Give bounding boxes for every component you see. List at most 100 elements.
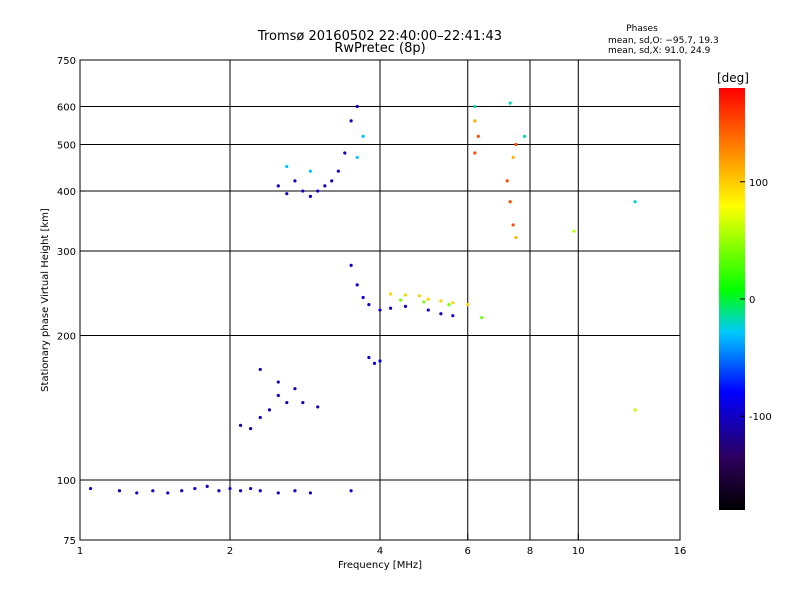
data-point — [403, 293, 408, 297]
data-point — [285, 192, 289, 196]
data-point — [466, 302, 470, 307]
data-point — [308, 169, 313, 173]
colorbar-ticks: 100 0 -100 — [740, 178, 772, 423]
stats-heading: Phases — [626, 24, 658, 34]
data-point — [238, 423, 243, 427]
data-point — [422, 300, 426, 304]
colorbar-tick-label: 0 — [749, 295, 755, 306]
axes: 1 2 4 6 8 10 16 75 100 200 300 400 500 600 750 — [57, 56, 686, 557]
scatter-points — [88, 101, 637, 495]
data-point — [301, 189, 305, 193]
data-point — [276, 380, 280, 384]
data-point — [258, 415, 262, 420]
data-point — [361, 295, 365, 300]
data-point — [117, 489, 122, 493]
data-point — [355, 155, 359, 160]
y-tick-label: 750 — [57, 56, 76, 67]
y-tick-label: 500 — [57, 141, 76, 152]
data-point — [193, 486, 197, 491]
x-tick-label: 6 — [465, 546, 471, 557]
data-point — [330, 179, 334, 183]
data-point — [417, 294, 422, 298]
data-point — [514, 142, 518, 147]
data-point — [480, 315, 484, 320]
data-point — [388, 292, 393, 296]
data-point — [399, 298, 403, 302]
data-point — [308, 491, 313, 495]
data-point — [473, 104, 477, 109]
data-point — [217, 489, 221, 493]
data-point — [316, 189, 320, 193]
x-tick-label: 10 — [572, 546, 585, 557]
data-point — [88, 486, 93, 491]
data-point — [267, 408, 272, 412]
data-point — [372, 361, 377, 365]
data-point — [293, 387, 297, 391]
data-point — [323, 184, 327, 188]
data-point — [511, 155, 515, 160]
x-tick-label: 2 — [227, 546, 233, 557]
data-point — [349, 263, 353, 267]
data-point — [572, 229, 576, 233]
data-point — [293, 489, 297, 493]
colorbar-tick-label: -100 — [749, 412, 772, 423]
x-axis-label: Frequency [MHz] — [338, 560, 422, 571]
data-point — [308, 194, 313, 198]
data-point — [367, 302, 371, 307]
data-point — [276, 393, 280, 398]
data-point — [293, 179, 297, 183]
data-point — [258, 489, 262, 493]
data-point — [276, 184, 280, 188]
data-point — [508, 200, 512, 204]
y-axis-label: Stationary phase Virtual Height [km] — [40, 208, 51, 392]
data-point — [633, 200, 637, 204]
data-point — [451, 301, 455, 305]
data-point — [355, 104, 359, 109]
data-point — [439, 299, 443, 303]
data-point — [426, 308, 430, 312]
data-point — [349, 119, 353, 123]
x-tick-label: 4 — [377, 546, 383, 557]
y-tick-label: 75 — [63, 536, 76, 547]
data-point — [285, 400, 289, 405]
data-point — [228, 486, 232, 491]
data-point — [367, 355, 371, 360]
data-point — [135, 491, 139, 495]
data-point — [258, 367, 262, 372]
y-tick-label: 200 — [57, 332, 76, 343]
grid-lines — [80, 60, 680, 540]
data-point — [301, 400, 305, 405]
data-point — [439, 312, 443, 316]
y-tick-label: 400 — [57, 187, 76, 198]
data-point — [403, 304, 408, 309]
data-point — [476, 134, 480, 138]
data-point — [378, 308, 382, 312]
data-point — [336, 169, 340, 173]
data-point — [473, 119, 477, 123]
data-point — [514, 235, 518, 240]
data-point — [285, 164, 289, 169]
x-tick-label: 1 — [77, 546, 83, 557]
data-point — [508, 101, 512, 105]
y-tick-label: 300 — [57, 247, 76, 258]
data-point — [249, 426, 253, 431]
y-tick-label: 600 — [57, 103, 76, 114]
stats-x-mode: mean, sd,X: 91.0, 24.9 — [608, 46, 711, 56]
data-point — [180, 489, 184, 493]
data-point — [633, 408, 637, 412]
stats-o-mode: mean, sd,O: −95.7, 19.3 — [608, 36, 719, 46]
data-point — [511, 223, 515, 227]
data-point — [316, 405, 320, 409]
data-point — [426, 297, 430, 301]
x-tick-label: 16 — [674, 546, 687, 557]
data-point — [349, 489, 353, 493]
chart-subtitle: RwPretec (8p) — [334, 41, 425, 56]
data-point — [343, 151, 347, 155]
data-point — [388, 306, 393, 310]
data-point — [522, 134, 527, 138]
chart-title: Tromsø 20160502 22:40:00–22:41:43 — [257, 29, 502, 44]
data-point — [451, 314, 455, 318]
data-point — [238, 489, 243, 493]
data-point — [473, 151, 477, 155]
